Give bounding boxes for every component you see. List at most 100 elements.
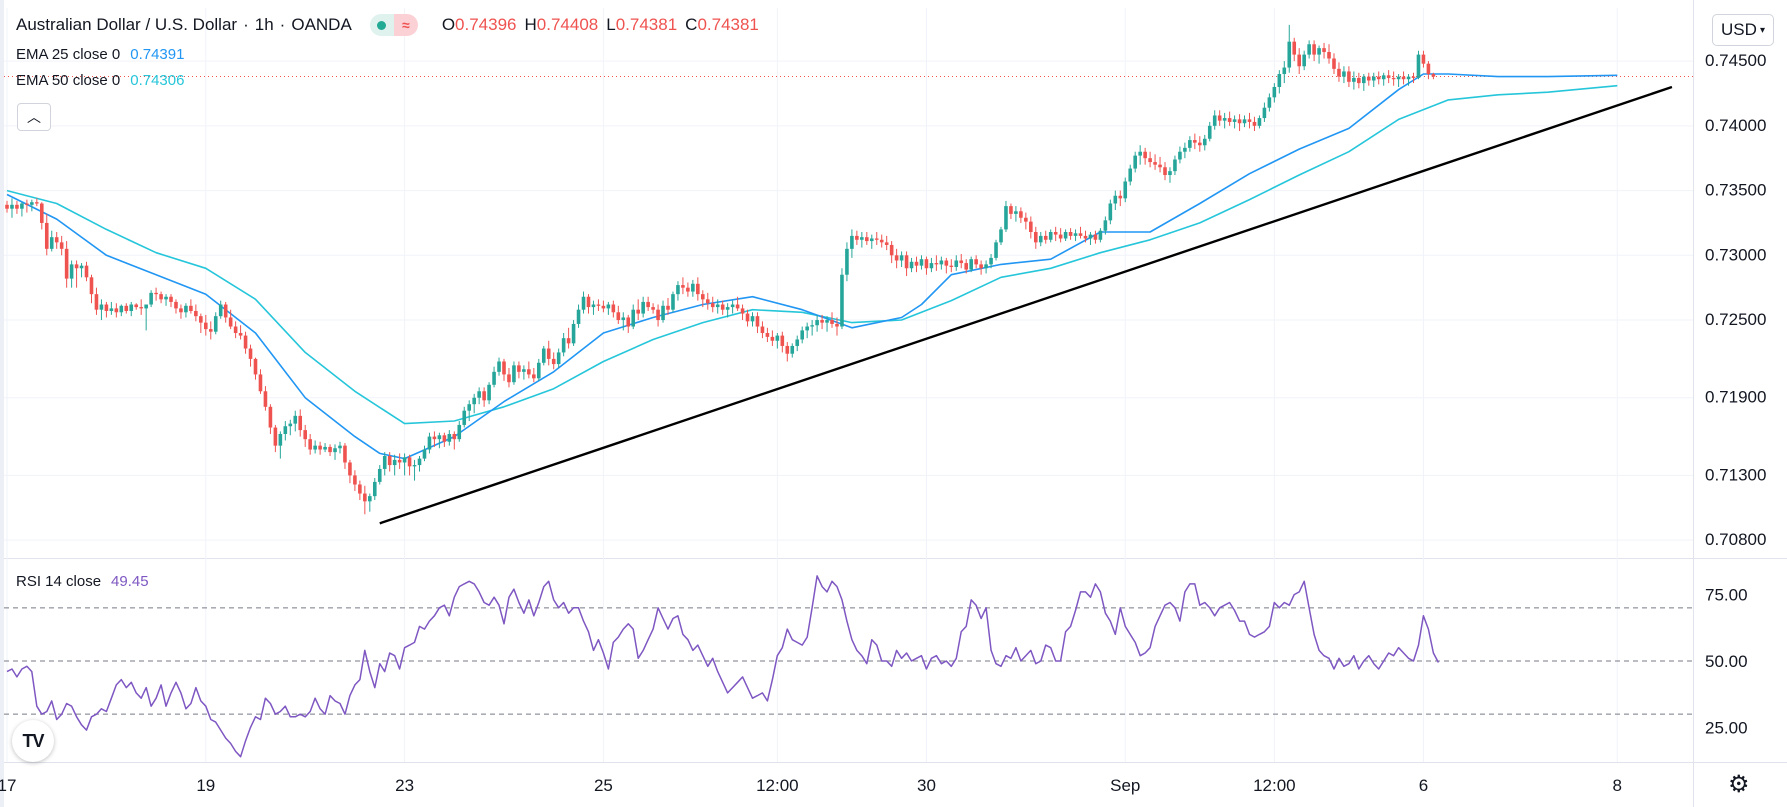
candle-body [457, 424, 462, 440]
candle-body [1009, 206, 1013, 214]
chart-header: Australian Dollar / U.S. Dollar · 1h · O… [16, 14, 759, 36]
time-axis-label: 6 [1419, 776, 1428, 795]
axis-layer: 0.74500 0.74000 0.73500 0.73000 0.72500 0.719… [0, 51, 1766, 795]
rsi-legend[interactable]: RSI 14 close 49.45 [16, 573, 149, 590]
candle-body [1123, 181, 1128, 199]
price-axis-label: 0.73500 [1705, 181, 1766, 200]
candle-body [512, 365, 516, 383]
candle-body [1272, 86, 1277, 98]
candle-body [785, 345, 790, 354]
time-axis-label: 17 [0, 776, 16, 795]
candle-body [1212, 115, 1217, 126]
candle-body [820, 320, 824, 323]
ema25-legend[interactable]: EMA 25 close 0 0.74391 [16, 46, 184, 63]
candle-body [303, 430, 307, 440]
candle-body [253, 358, 258, 375]
candle-body [44, 222, 49, 249]
candle-body [283, 426, 288, 434]
candle-body [1431, 74, 1436, 77]
candle-body [959, 260, 964, 264]
candle-body [1063, 232, 1068, 239]
candle-body [1242, 119, 1247, 124]
collapse-legend-button[interactable]: ︿ [17, 103, 51, 131]
candle-body [865, 237, 869, 242]
candle-body [1068, 232, 1073, 236]
candle-body [745, 313, 750, 322]
candle-body [194, 310, 198, 317]
symbol-name[interactable]: Australian Dollar / U.S. Dollar [16, 15, 238, 34]
candle-body [392, 459, 397, 466]
candle-body [1317, 48, 1321, 55]
candle-body [750, 316, 755, 322]
ema25-value: 0.74391 [130, 46, 185, 63]
currency-button[interactable]: USD ▾ [1712, 14, 1774, 46]
rsi-label: RSI 14 close [16, 573, 102, 590]
candle-body [894, 255, 899, 261]
time-axis-label: 8 [1613, 776, 1622, 795]
candle-body [1401, 76, 1406, 80]
candle-body [492, 371, 496, 385]
tradingview-logo-icon[interactable]: TV [12, 720, 54, 762]
candle-body [129, 304, 134, 311]
candle-body [363, 493, 367, 502]
candle-body [417, 458, 422, 466]
candle-body [1277, 74, 1282, 87]
ema50-value: 0.74306 [130, 72, 185, 89]
candle-body [69, 264, 74, 279]
market-status-badge[interactable]: ≈ [369, 14, 418, 36]
candle-body [134, 304, 139, 308]
ema50-legend[interactable]: EMA 50 close 0 0.74306 [16, 72, 184, 89]
candle-body [561, 338, 566, 353]
candle-body [1113, 195, 1118, 204]
candle-body [353, 475, 357, 485]
candle-body [338, 445, 342, 449]
candle-body [412, 465, 417, 467]
candle-body [696, 283, 700, 295]
price-axis-label: 0.71900 [1705, 388, 1766, 407]
candle-body [810, 325, 814, 327]
candle-body [497, 361, 501, 372]
candle-body [59, 242, 64, 249]
candle-body [1217, 115, 1222, 121]
interval-label[interactable]: 1h [254, 15, 274, 34]
candle-body [949, 265, 954, 267]
candle-body [646, 301, 650, 308]
candle-body [402, 457, 407, 463]
candle-body [1138, 151, 1142, 156]
candle-body [343, 445, 347, 463]
candle-body [581, 296, 586, 310]
candle-body [1371, 76, 1376, 81]
candle-body [482, 391, 486, 401]
candle-body [1004, 206, 1008, 230]
candle-body [532, 374, 536, 379]
separator: · [279, 15, 286, 34]
candle-body [298, 415, 303, 431]
time-axis-label: Sep [1110, 776, 1140, 795]
candle-body [790, 345, 795, 354]
candle-body [596, 304, 601, 306]
candle-body [551, 358, 556, 365]
candle-body [1183, 147, 1187, 152]
candle-body [765, 332, 770, 337]
market-open-icon [369, 14, 394, 36]
candle-body [1247, 119, 1252, 122]
candle-body [1357, 77, 1361, 84]
candle-body [1332, 58, 1336, 69]
candle-body [169, 296, 173, 302]
candle-body [606, 304, 611, 309]
candle-body [879, 239, 884, 243]
candle-body [536, 362, 541, 379]
time-axis-label: 25 [594, 776, 613, 795]
candle-body [1322, 48, 1326, 53]
candle-body [775, 335, 780, 341]
candle-body [566, 338, 571, 344]
settings-gear-icon[interactable]: ⚙ [1728, 771, 1750, 798]
candle-body [39, 203, 44, 223]
candle-body [427, 436, 432, 450]
candle-body [556, 352, 561, 365]
candle-body [462, 410, 467, 425]
candle-body [1267, 97, 1272, 108]
candle-body [467, 404, 472, 411]
candle-body [1252, 121, 1257, 126]
